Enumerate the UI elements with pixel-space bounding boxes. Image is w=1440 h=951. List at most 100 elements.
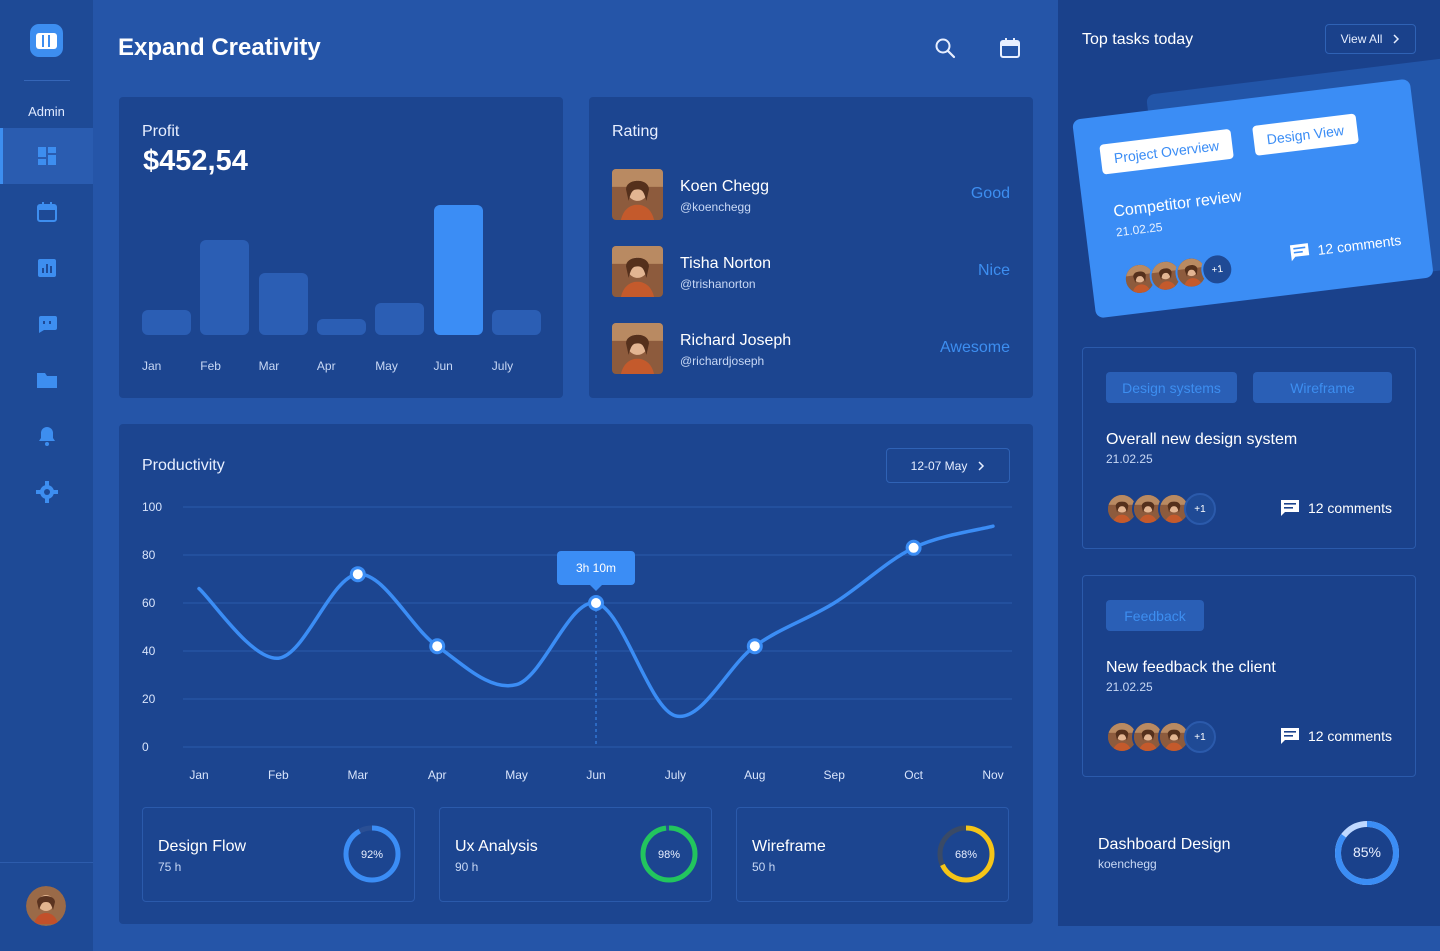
task-card[interactable]: Design systems Wireframe Overall new des… xyxy=(1082,347,1416,549)
date-range-button[interactable]: 12-07 May xyxy=(886,448,1010,483)
task-date: 21.02.25 xyxy=(1106,452,1153,466)
x-tick-label: Apr xyxy=(428,768,447,782)
date-range-label: 12-07 May xyxy=(910,458,968,473)
reviewer-name: Koen Chegg xyxy=(680,178,769,195)
more-assignees-badge[interactable]: +1 xyxy=(1184,721,1216,753)
user-avatar[interactable] xyxy=(26,886,66,926)
admin-label: Admin xyxy=(28,104,65,119)
view-all-button[interactable]: View All xyxy=(1325,24,1416,54)
tag-feedback[interactable]: Feedback xyxy=(1106,600,1204,631)
tag-wireframe[interactable]: Wireframe xyxy=(1253,372,1392,403)
assignee-avatars: +1 xyxy=(1122,251,1236,297)
featured-task-card[interactable]: Project Overview Design View Competitor … xyxy=(1072,78,1434,319)
task-title: Overall new design system xyxy=(1106,431,1298,448)
profit-bar-july[interactable] xyxy=(491,310,541,335)
nav-calendar[interactable] xyxy=(0,184,93,240)
month-label: Jun xyxy=(433,359,453,373)
task-title: Competitor review xyxy=(1112,187,1243,221)
chevron-right-icon xyxy=(1393,34,1400,44)
stat-card[interactable]: Design Flow 75 h 92% xyxy=(142,807,415,902)
tag-project-overview[interactable]: Project Overview xyxy=(1099,128,1234,175)
person-photo xyxy=(1175,256,1208,289)
project-progress-ring: 85% xyxy=(1335,821,1399,885)
comments-count: 12 comments xyxy=(1307,728,1392,744)
task-date: 21.02.25 xyxy=(1115,219,1164,240)
ring-percent-label: 85% xyxy=(1353,844,1381,860)
assignee-avatars: +1 xyxy=(1106,721,1216,753)
calendar-icon xyxy=(36,202,57,222)
nav-messages[interactable] xyxy=(0,296,93,352)
x-tick-label: Jun xyxy=(586,768,605,782)
calendar-icon[interactable] xyxy=(998,36,1022,60)
rating-row[interactable]: Tisha Norton @trishanorton Nice xyxy=(612,246,1010,298)
person-photo xyxy=(1108,723,1136,751)
rating-title: Rating xyxy=(612,123,659,140)
task-card[interactable]: Feedback New feedback the client 21.02.2… xyxy=(1082,575,1416,777)
ring-progress xyxy=(343,825,401,883)
nav-notifications[interactable] xyxy=(0,408,93,464)
comment-icon xyxy=(1289,243,1310,262)
month-label: Feb xyxy=(200,359,221,373)
reviewer-handle: @richardjoseph xyxy=(680,354,765,368)
search-icon[interactable] xyxy=(933,36,957,60)
person-photo xyxy=(1160,495,1188,523)
ring-percent-label: 98% xyxy=(658,849,680,861)
app-logo[interactable] xyxy=(30,24,63,57)
profit-bar-jun[interactable] xyxy=(433,205,483,335)
month-label: July xyxy=(491,359,514,373)
nav-settings[interactable] xyxy=(0,464,93,520)
progress-ring: 68% xyxy=(937,825,995,883)
dashboard-icon xyxy=(37,147,56,165)
stat-card[interactable]: Wireframe 50 h 68% xyxy=(736,807,1009,902)
profit-bar-may[interactable] xyxy=(375,302,425,335)
data-point xyxy=(905,539,922,556)
comments-link[interactable]: 12 comments xyxy=(1280,727,1392,745)
rating-row[interactable]: Richard Joseph @richardjoseph Awesome xyxy=(612,323,1010,375)
profit-bar-mar[interactable] xyxy=(258,272,308,335)
data-point xyxy=(746,638,763,655)
bell-icon xyxy=(38,427,55,446)
profit-bar-jan[interactable] xyxy=(142,310,191,335)
project-owner: koenchegg xyxy=(1098,857,1157,871)
x-tick-label: Feb xyxy=(268,768,289,782)
productivity-title: Productivity xyxy=(142,457,225,474)
y-tick-label: 20 xyxy=(142,692,156,706)
more-assignees-badge[interactable]: +1 xyxy=(1184,493,1216,525)
profit-bar-feb[interactable] xyxy=(200,240,250,335)
comments-count: 12 comments xyxy=(1316,231,1403,258)
person-photo xyxy=(612,323,663,374)
data-point xyxy=(349,566,366,583)
tooltip-text: 3h 10m xyxy=(576,561,616,575)
productivity-line-chart: 100 80 60 40 20 0 Jan Feb Mar Apr May Jun July Aug Sep… xyxy=(142,500,1012,782)
person-photo xyxy=(1160,723,1188,751)
more-assignees-badge[interactable]: +1 xyxy=(1199,251,1236,288)
x-tick-label: Sep xyxy=(824,768,846,782)
nav-files[interactable] xyxy=(0,352,93,408)
rating-label: Awesome xyxy=(940,339,1010,356)
x-tick-label: Nov xyxy=(982,768,1003,782)
stat-card[interactable]: Ux Analysis 90 h 98% xyxy=(439,807,712,902)
tag-design-view[interactable]: Design View xyxy=(1252,113,1359,156)
sidebar: Admin xyxy=(0,0,93,951)
y-tick-label: 80 xyxy=(142,548,156,562)
tasks-title: Top tasks today xyxy=(1082,31,1194,48)
tag-design-systems[interactable]: Design systems xyxy=(1106,372,1237,403)
rating-label: Good xyxy=(970,185,1010,202)
tooltip-arrow xyxy=(590,585,602,591)
rating-row[interactable]: Koen Chegg @koenchegg Good xyxy=(612,169,1010,221)
folder-icon xyxy=(36,373,57,388)
comments-count: 12 comments xyxy=(1307,500,1392,516)
nav-analytics[interactable] xyxy=(0,240,93,296)
comments-link[interactable]: 12 comments xyxy=(1289,231,1402,263)
divider xyxy=(0,862,93,863)
avatar xyxy=(612,323,663,374)
stat-hours: 75 h xyxy=(158,860,182,874)
nav-dashboard[interactable] xyxy=(0,128,93,184)
profit-bar-apr[interactable] xyxy=(316,319,366,335)
x-tick-label: Aug xyxy=(744,768,765,782)
x-tick-label: Jan xyxy=(189,768,208,782)
productivity-card: Productivity 12-07 May 100 80 60 40 20 0 Jan Fe… xyxy=(119,424,1033,924)
comments-link[interactable]: 12 comments xyxy=(1280,499,1392,517)
avatar xyxy=(1106,493,1138,525)
x-tick-label: Mar xyxy=(347,768,368,782)
